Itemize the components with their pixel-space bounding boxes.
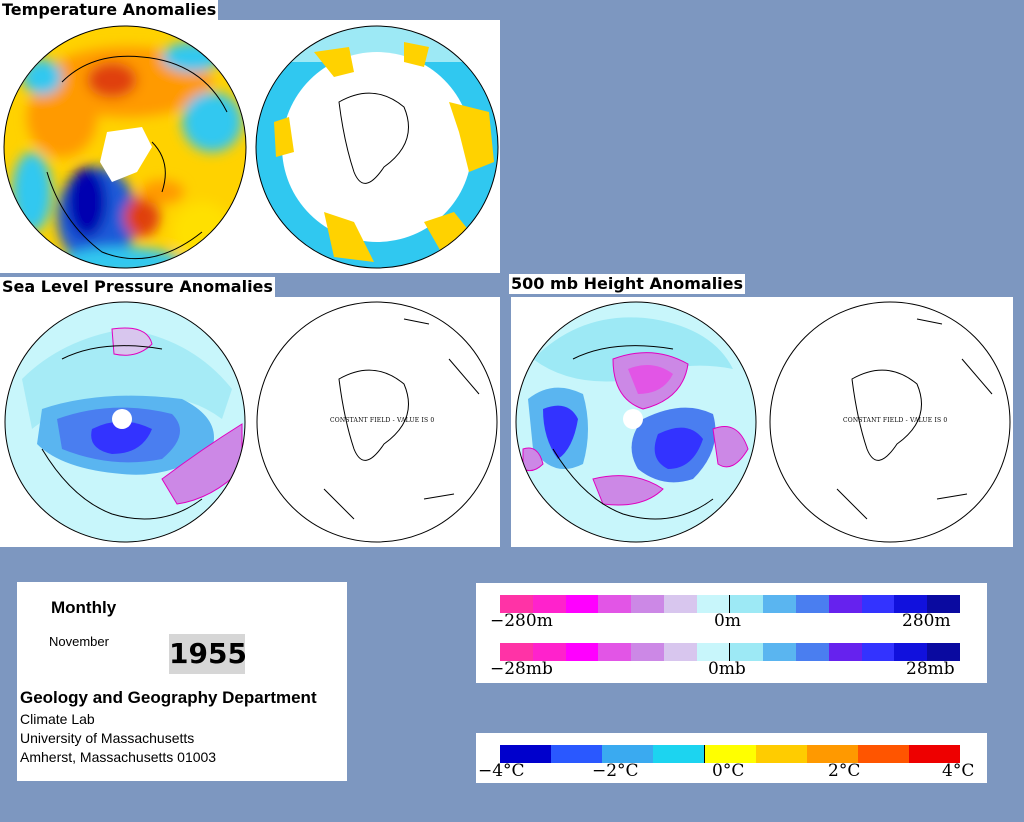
height-constant-field-label: CONSTANT FIELD - VALUE IS 0: [843, 417, 948, 424]
temperature-color-scale: [500, 745, 960, 763]
temperature-scale-swatch: [909, 745, 960, 763]
slp-panel: CONSTANT FIELD - VALUE IS 0: [0, 297, 500, 547]
height-scale-swatch: [598, 595, 632, 613]
temperature-scale-swatch: [653, 745, 704, 763]
temperature-scale-swatch: [858, 745, 909, 763]
height-scale-swatch: [532, 595, 566, 613]
height-scale-swatch: [631, 595, 664, 613]
height-scale-swatch: [894, 595, 928, 613]
anomaly-scale-panel: −280m 0m 280m −28mb 0mb 28mb: [476, 583, 987, 683]
height-scale-swatch: [861, 595, 895, 613]
pressure-scale-swatch: [500, 643, 533, 661]
temperature-scale-label-5: 4°C: [942, 761, 975, 781]
temperature-title: Temperature Anomalies: [0, 0, 219, 20]
height-scale-swatch: [927, 595, 960, 613]
pressure-scale-swatch: [631, 643, 664, 661]
pressure-scale-zero-label: 0mb: [708, 659, 746, 679]
temperature-scale-swatch: [500, 745, 551, 763]
info-panel: Monthly November 1955 Geology and Geogra…: [17, 582, 347, 781]
height-panel: CONSTANT FIELD - VALUE IS 0: [511, 297, 1013, 547]
pressure-scale-swatch: [894, 643, 928, 661]
pressure-scale-swatch: [663, 643, 697, 661]
pressure-color-scale: [500, 643, 960, 661]
slp-south-globe: [256, 301, 498, 543]
height-scale-swatch: [500, 595, 533, 613]
slp-constant-field-label: CONSTANT FIELD - VALUE IS 0: [330, 417, 435, 424]
height-scale-swatch: [828, 595, 862, 613]
slp-title: Sea Level Pressure Anomalies: [0, 277, 275, 297]
height-scale-swatch: [796, 595, 829, 613]
pressure-scale-swatch: [565, 643, 599, 661]
pressure-scale-swatch: [729, 643, 764, 661]
year-label: 1955: [169, 634, 247, 674]
pressure-scale-swatch: [598, 643, 632, 661]
address-line-3: Amherst, Massachusetts 01003: [20, 749, 217, 765]
height-scale-swatch: [763, 595, 797, 613]
pressure-scale-min-label: −28mb: [490, 659, 553, 679]
temperature-scale-swatch: [602, 745, 653, 763]
address-line-1: Climate Lab: [20, 711, 95, 727]
pressure-scale-max-label: 28mb: [906, 659, 955, 679]
department-label: Geology and Geography Department: [20, 688, 317, 707]
pressure-scale-swatch: [696, 643, 730, 661]
height-title: 500 mb Height Anomalies: [509, 274, 746, 294]
period-label: Monthly: [51, 598, 117, 617]
height-scale-swatch: [729, 595, 764, 613]
height-south-globe: [769, 301, 1011, 543]
temperature-scale-label-1: −4°C: [478, 761, 525, 781]
temperature-scale-label-3: 0°C: [712, 761, 745, 781]
temperature-scale-label-2: −2°C: [592, 761, 639, 781]
temperature-scale-swatch: [704, 745, 756, 763]
pressure-scale-swatch: [828, 643, 862, 661]
month-label: November: [49, 634, 109, 649]
pressure-scale-swatch: [763, 643, 797, 661]
height-scale-zero-label: 0m: [714, 611, 741, 631]
height-scale-swatch: [696, 595, 730, 613]
height-north-globe: [515, 301, 757, 543]
temperature-scale-swatch: [807, 745, 858, 763]
pressure-scale-swatch: [927, 643, 960, 661]
temperature-scale-swatch: [551, 745, 602, 763]
temperature-north-globe: [3, 25, 247, 269]
temperature-south-globe: [255, 25, 499, 269]
height-scale-max-label: 280m: [902, 611, 951, 631]
temperature-scale-label-4: 2°C: [828, 761, 861, 781]
pressure-scale-swatch: [532, 643, 566, 661]
height-scale-swatch: [565, 595, 599, 613]
address-line-2: University of Massachusetts: [20, 730, 195, 746]
pressure-scale-swatch: [861, 643, 895, 661]
pressure-scale-swatch: [796, 643, 829, 661]
temperature-scale-swatch: [756, 745, 807, 763]
slp-north-globe: [4, 301, 246, 543]
height-color-scale: [500, 595, 960, 613]
temperature-panel: [0, 20, 500, 273]
temperature-scale-panel: −4°C −2°C 0°C 2°C 4°C: [476, 733, 987, 783]
height-scale-swatch: [663, 595, 697, 613]
height-scale-min-label: −280m: [490, 611, 553, 631]
